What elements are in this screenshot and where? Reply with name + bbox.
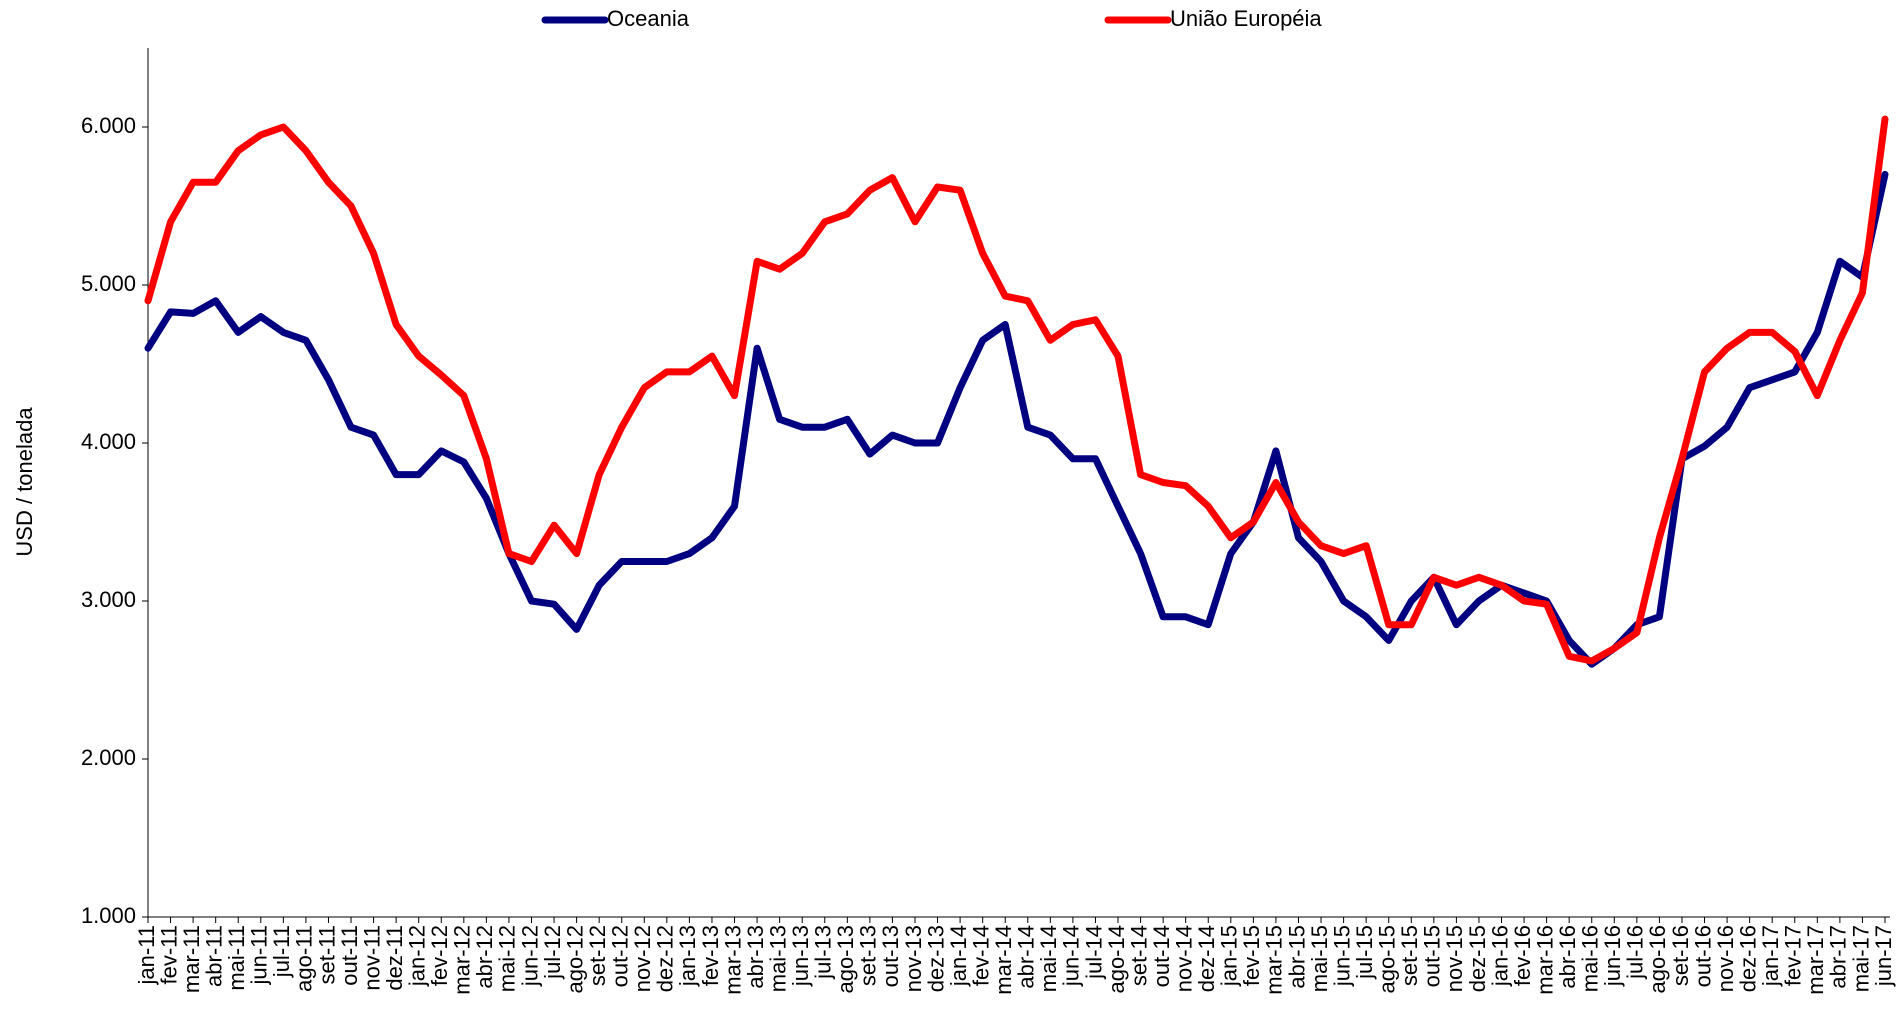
x-tick-label: set-13	[856, 925, 881, 986]
y-axis-label: USD / tonelada	[12, 407, 37, 557]
series-line	[148, 174, 1885, 664]
x-tick-label: jul-12	[540, 925, 565, 980]
x-tick-label: jul-13	[811, 925, 836, 980]
x-tick-label: out-11	[337, 925, 362, 986]
y-tick-label: 5.000	[81, 271, 136, 296]
x-tick-label: set-11	[314, 925, 339, 985]
x-tick-label: jul-11	[269, 925, 294, 978]
x-tick-label: jul-15	[1352, 925, 1377, 980]
x-tick-label: dez-16	[1735, 925, 1760, 992]
x-tick-label: mai-13	[765, 925, 790, 992]
x-tick-label: dez-14	[1194, 925, 1219, 992]
x-tick-label: dez-11	[382, 925, 407, 991]
x-tick-label: jul-14	[1081, 925, 1106, 980]
y-tick-label: 2.000	[81, 745, 136, 770]
x-tick-label: fev-13	[698, 925, 723, 986]
x-tick-label: nov-15	[1442, 925, 1467, 992]
x-tick-label: abr-17	[1826, 925, 1851, 989]
x-tick-label: jan-12	[405, 925, 430, 987]
x-tick-label: fev-11	[156, 925, 181, 985]
x-tick-label: mar-12	[450, 925, 475, 995]
x-tick-label: jun-16	[1600, 925, 1625, 987]
legend-label: União Européia	[1170, 6, 1322, 31]
x-tick-label: ago-14	[1104, 925, 1129, 994]
x-tick-label: jun-14	[1059, 925, 1084, 987]
x-tick-label: out-12	[608, 925, 633, 987]
x-tick-label: abr-11	[201, 925, 226, 987]
x-tick-label: set-12	[585, 925, 610, 986]
x-tick-label: nov-14	[1172, 925, 1197, 992]
y-tick-label: 3.000	[81, 587, 136, 612]
x-tick-label: ago-11	[292, 925, 317, 992]
x-tick-label: fev-14	[968, 925, 993, 986]
x-tick-label: dez-15	[1465, 925, 1490, 992]
x-tick-label: jan-17	[1758, 925, 1783, 987]
x-tick-label: out-16	[1690, 925, 1715, 987]
x-tick-label: ago-13	[833, 925, 858, 994]
x-tick-label: ago-15	[1375, 925, 1400, 994]
y-tick-label: 4.000	[81, 429, 136, 454]
x-tick-label: mar-13	[720, 925, 745, 995]
x-tick-label: set-16	[1668, 925, 1693, 986]
x-tick-label: jan-16	[1487, 925, 1512, 987]
x-tick-label: abr-12	[472, 925, 497, 989]
x-tick-label: nov-13	[901, 925, 926, 992]
x-tick-label: nov-12	[630, 925, 655, 992]
x-tick-label: mai-15	[1307, 925, 1332, 992]
x-tick-label: ago-12	[562, 925, 587, 994]
x-tick-label: abr-15	[1284, 925, 1309, 989]
x-tick-label: abr-14	[1014, 925, 1039, 989]
legend-label: Oceania	[607, 6, 690, 31]
x-tick-label: nov-11	[359, 925, 384, 991]
x-tick-label: mai-16	[1578, 925, 1603, 992]
x-tick-label: mar-11	[179, 925, 204, 993]
x-tick-label: jun-11	[247, 925, 272, 986]
x-tick-label: nov-16	[1713, 925, 1738, 992]
x-tick-label: mai-12	[495, 925, 520, 992]
x-tick-label: mar-15	[1262, 925, 1287, 995]
x-tick-label: out-14	[1149, 925, 1174, 987]
x-tick-label: mai-11	[224, 925, 249, 991]
x-tick-label: dez-12	[653, 925, 678, 992]
x-tick-label: mar-16	[1532, 925, 1557, 995]
x-tick-label: jun-12	[517, 925, 542, 987]
x-tick-label: ago-16	[1645, 925, 1670, 994]
x-tick-label: jun-13	[788, 925, 813, 987]
x-tick-label: jul-16	[1623, 925, 1648, 980]
x-tick-label: set-14	[1126, 925, 1151, 986]
x-tick-label: abr-13	[743, 925, 768, 989]
x-tick-label: fev-12	[427, 925, 452, 986]
x-tick-label: jan-14	[946, 925, 971, 987]
x-tick-label: jan-11	[134, 925, 159, 986]
y-tick-label: 6.000	[81, 113, 136, 138]
x-tick-label: mai-17	[1848, 925, 1873, 992]
x-tick-label: fev-16	[1510, 925, 1535, 986]
x-tick-label: mar-17	[1803, 925, 1828, 995]
x-tick-label: jun-17	[1871, 925, 1896, 987]
x-tick-label: jan-13	[675, 925, 700, 987]
x-tick-label: fev-17	[1781, 925, 1806, 986]
x-tick-label: mar-14	[991, 925, 1016, 995]
y-tick-label: 1.000	[81, 903, 136, 928]
x-tick-label: fev-15	[1239, 925, 1264, 986]
x-tick-label: out-13	[878, 925, 903, 987]
x-tick-label: jun-15	[1329, 925, 1354, 987]
x-tick-label: dez-13	[923, 925, 948, 992]
x-tick-label: set-15	[1397, 925, 1422, 986]
chart: USD / tonelada 1.000 2.000 3.000 4.000 5.000…	[0, 0, 1901, 1016]
x-tick-label: mai-14	[1036, 925, 1061, 992]
x-tick-label: out-15	[1420, 925, 1445, 987]
x-tick-label: abr-16	[1555, 925, 1580, 989]
x-tick-label: jan-15	[1217, 925, 1242, 987]
